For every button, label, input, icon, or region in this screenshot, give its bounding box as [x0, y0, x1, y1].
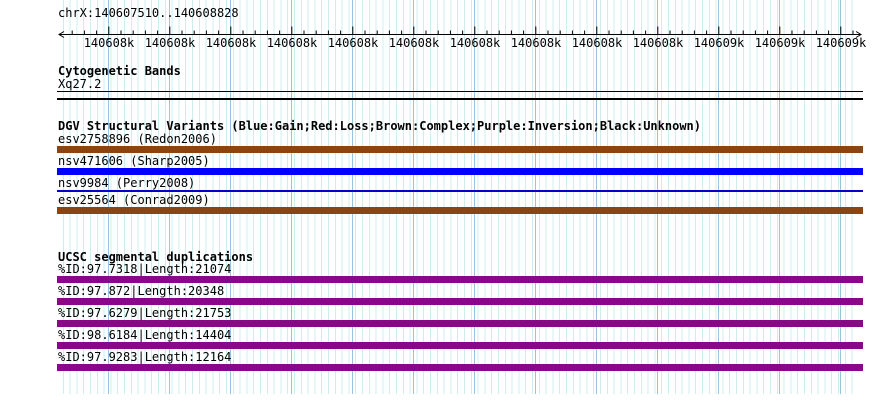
ruler-tick-label: 140608k: [83, 36, 135, 50]
variant-label: nsv9984 (Perry2008): [58, 176, 196, 190]
segdup-bar[interactable]: [57, 298, 863, 305]
variant-label: esv25564 (Conrad2009): [58, 193, 210, 207]
segdup-row: %ID:97.872|Length:20348: [57, 285, 863, 305]
segdup-row: %ID:97.6279|Length:21753: [57, 307, 863, 327]
ruler-ticks: [58, 26, 862, 38]
variant-label: nsv471606 (Sharp2005): [58, 154, 210, 168]
genome-track-area: chrX:140607510..140608828 140608k 140608k…: [57, 0, 867, 394]
variant-bar[interactable]: [57, 190, 863, 192]
ruler-tick-label: 140609k: [754, 36, 806, 50]
segdup-label: %ID:97.6279|Length:21753: [58, 306, 232, 320]
ruler-tick-label: 140608k: [327, 36, 379, 50]
segdup-row: %ID:98.6184|Length:14404: [57, 329, 863, 349]
variant-row: esv25564 (Conrad2009): [57, 194, 863, 214]
dgv-track-title: DGV Structural Variants (Blue:Gain;Red:L…: [58, 119, 701, 133]
variant-bar[interactable]: [57, 168, 863, 175]
segdup-bar[interactable]: [57, 342, 863, 349]
ruler-tick-label: 140608k: [144, 36, 196, 50]
ruler-tick-label: 140608k: [205, 36, 257, 50]
ruler-tick-label: 140608k: [388, 36, 440, 50]
variant-bar[interactable]: [57, 207, 863, 214]
segdup-label: %ID:97.7318|Length:21074: [58, 262, 232, 276]
segdup-row: %ID:97.9283|Length:12164: [57, 351, 863, 371]
segdup-bar[interactable]: [57, 320, 863, 327]
ruler-labels: 140608k 140608k 140608k 140608k 140608k 14060…: [57, 36, 867, 50]
variant-bar[interactable]: [57, 146, 863, 153]
ruler-tick-label: 140608k: [571, 36, 623, 50]
variant-row: esv2758896 (Redon2006): [57, 133, 863, 153]
ruler-tick-label: 140608k: [266, 36, 318, 50]
segdup-bar[interactable]: [57, 364, 863, 371]
variant-label: esv2758896 (Redon2006): [58, 132, 217, 146]
cytoband-label: Xq27.2: [58, 77, 102, 91]
cytoband-box: [57, 91, 863, 100]
cytobands-track-title: Cytogenetic Bands: [58, 64, 181, 78]
ruler-tick-label: 140608k: [632, 36, 684, 50]
dgv-track-rows: esv2758896 (Redon2006) nsv471606 (Sharp2…: [57, 133, 863, 216]
segdup-bar[interactable]: [57, 276, 863, 283]
segdup-label: %ID:97.872|Length:20348: [58, 284, 225, 298]
segdup-label: %ID:98.6184|Length:14404: [58, 328, 232, 342]
ruler-tick-label: 140609k: [815, 36, 867, 50]
segdup-label: %ID:97.9283|Length:12164: [58, 350, 232, 364]
variant-row: nsv471606 (Sharp2005): [57, 155, 863, 175]
segdups-track-title: UCSC segmental duplications: [58, 250, 254, 264]
segdups-track-rows: %ID:97.7318|Length:21074 %ID:97.872|Leng…: [57, 263, 863, 373]
ruler-tick-label: 140608k: [510, 36, 562, 50]
ruler-tick-label: 140609k: [693, 36, 745, 50]
region-label: chrX:140607510..140608828: [58, 6, 239, 20]
segdup-row: %ID:97.7318|Length:21074: [57, 263, 863, 283]
ruler-tick-label: 140608k: [449, 36, 501, 50]
variant-row: nsv9984 (Perry2008): [57, 177, 863, 192]
